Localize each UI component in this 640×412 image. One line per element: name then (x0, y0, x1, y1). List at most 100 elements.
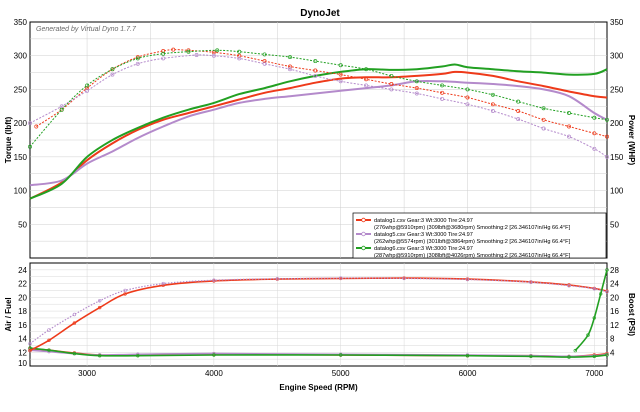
data-point (440, 96, 445, 101)
data-point (28, 121, 32, 126)
legend-entry-label: datalog1.csv Gear:3 Wt:3000 Tire:24.97 (374, 218, 473, 224)
series-boost5 (28, 276, 609, 346)
power-line (29, 63, 608, 200)
data-point (313, 68, 318, 73)
data-point (465, 277, 470, 282)
y-tick-label: 22 (18, 280, 27, 289)
data-point (34, 124, 39, 129)
data-point (567, 111, 571, 115)
legend-entry-detail: (276whp@5910rpm) (309lbft@3680rpm) Smoot… (374, 225, 571, 231)
data-point (288, 64, 292, 69)
data-point (215, 48, 220, 53)
data-point (586, 333, 590, 337)
power-line (29, 79, 608, 187)
boost-line (29, 277, 608, 345)
y2-tick-label: 16 (610, 307, 619, 316)
y2-tick-label: 300 (610, 52, 624, 61)
legend-entry-label: datalog6.csv Gear:3 Wt:3000 Tire:24.97 (374, 246, 473, 252)
series-d1 (29, 70, 608, 200)
data-point (605, 353, 609, 357)
legend-entry-detail: (287whp@5910rpm) (308lbft@4026rpm) Smoot… (374, 253, 571, 259)
data-point (97, 354, 102, 358)
torque-line (29, 54, 608, 158)
legend-item: datalog1.csv Gear:3 Wt:3000 Tire:24.97(2… (356, 217, 571, 231)
data-point (262, 61, 267, 66)
data-point (97, 305, 102, 310)
data-point (262, 59, 267, 64)
y2-tick-label: 24 (610, 280, 619, 289)
power-line (29, 70, 608, 200)
data-point (490, 102, 495, 107)
data-point (161, 56, 166, 61)
data-point (605, 268, 609, 272)
legend-marker (361, 231, 366, 237)
y-tick-label: 300 (14, 52, 28, 61)
data-point (135, 56, 140, 61)
y2-tick-label: 250 (610, 85, 624, 94)
y-axis-label: Air / Fuel (4, 297, 13, 331)
torque-line (29, 49, 608, 148)
data-point (161, 49, 166, 53)
data-point (97, 299, 102, 303)
data-point (161, 51, 166, 56)
data-point (161, 281, 165, 286)
y2-tick-label: 50 (610, 220, 619, 229)
data-point (47, 338, 51, 342)
y2-tick-label: 150 (610, 153, 624, 162)
data-point (567, 124, 571, 129)
y-tick-label: 14 (18, 335, 27, 344)
data-point (389, 87, 394, 92)
data-point (490, 109, 495, 113)
y-tick-label: 24 (18, 266, 27, 275)
data-point (541, 126, 546, 131)
data-point (440, 90, 445, 95)
data-point (592, 354, 596, 359)
chart-title: DynoJet (300, 8, 340, 19)
data-point (389, 73, 394, 78)
y2-tick-label: 200 (610, 119, 624, 128)
y-tick-label: 50 (18, 220, 27, 229)
data-point (402, 276, 406, 281)
y2-tick-label: 12 (610, 321, 619, 330)
data-point (339, 353, 343, 357)
data-point (275, 277, 279, 281)
data-point (592, 287, 596, 291)
data-point (414, 79, 419, 84)
data-point (288, 67, 292, 72)
x-tick-label: 6000 (459, 369, 477, 378)
data-point (364, 67, 369, 72)
series-boost6 (573, 268, 609, 353)
data-point (567, 355, 571, 359)
y2-tick-label: 4 (610, 348, 615, 357)
y-tick-label: 250 (14, 85, 28, 94)
legend-entry-label: datalog5.csv Gear:3 Wt:3000 Tire:24.97 (374, 232, 473, 238)
data-point (364, 83, 369, 88)
y-tick-label: 200 (14, 119, 28, 128)
data-point (567, 134, 571, 139)
legend-entry-detail: (262whp@5574rpm) (301lbft@3864rpm) Smoot… (374, 239, 571, 245)
data-point (573, 348, 577, 353)
y2-tick-label: 350 (610, 18, 624, 27)
y2-tick-label: 8 (610, 335, 615, 344)
data-point (59, 107, 64, 112)
data-point (338, 79, 343, 84)
data-point (592, 316, 596, 320)
data-point (110, 67, 115, 72)
data-point (135, 61, 140, 66)
data-point (338, 63, 343, 68)
y-tick-label: 150 (14, 153, 28, 162)
data-point (72, 312, 77, 317)
data-point (516, 117, 521, 122)
data-point (211, 53, 216, 58)
data-point (288, 55, 292, 60)
data-point (85, 83, 90, 88)
x-tick-label: 3000 (78, 369, 96, 378)
series-d6t (28, 48, 609, 149)
data-point (47, 348, 51, 352)
generated-by-text: Generated by Virtual Dyno 1.7.7 (36, 26, 137, 33)
y-tick-label: 12 (18, 348, 27, 357)
y-axis-label: Torque (lbft) (4, 116, 13, 163)
x-tick-label: 4000 (205, 369, 223, 378)
data-point (28, 144, 32, 149)
